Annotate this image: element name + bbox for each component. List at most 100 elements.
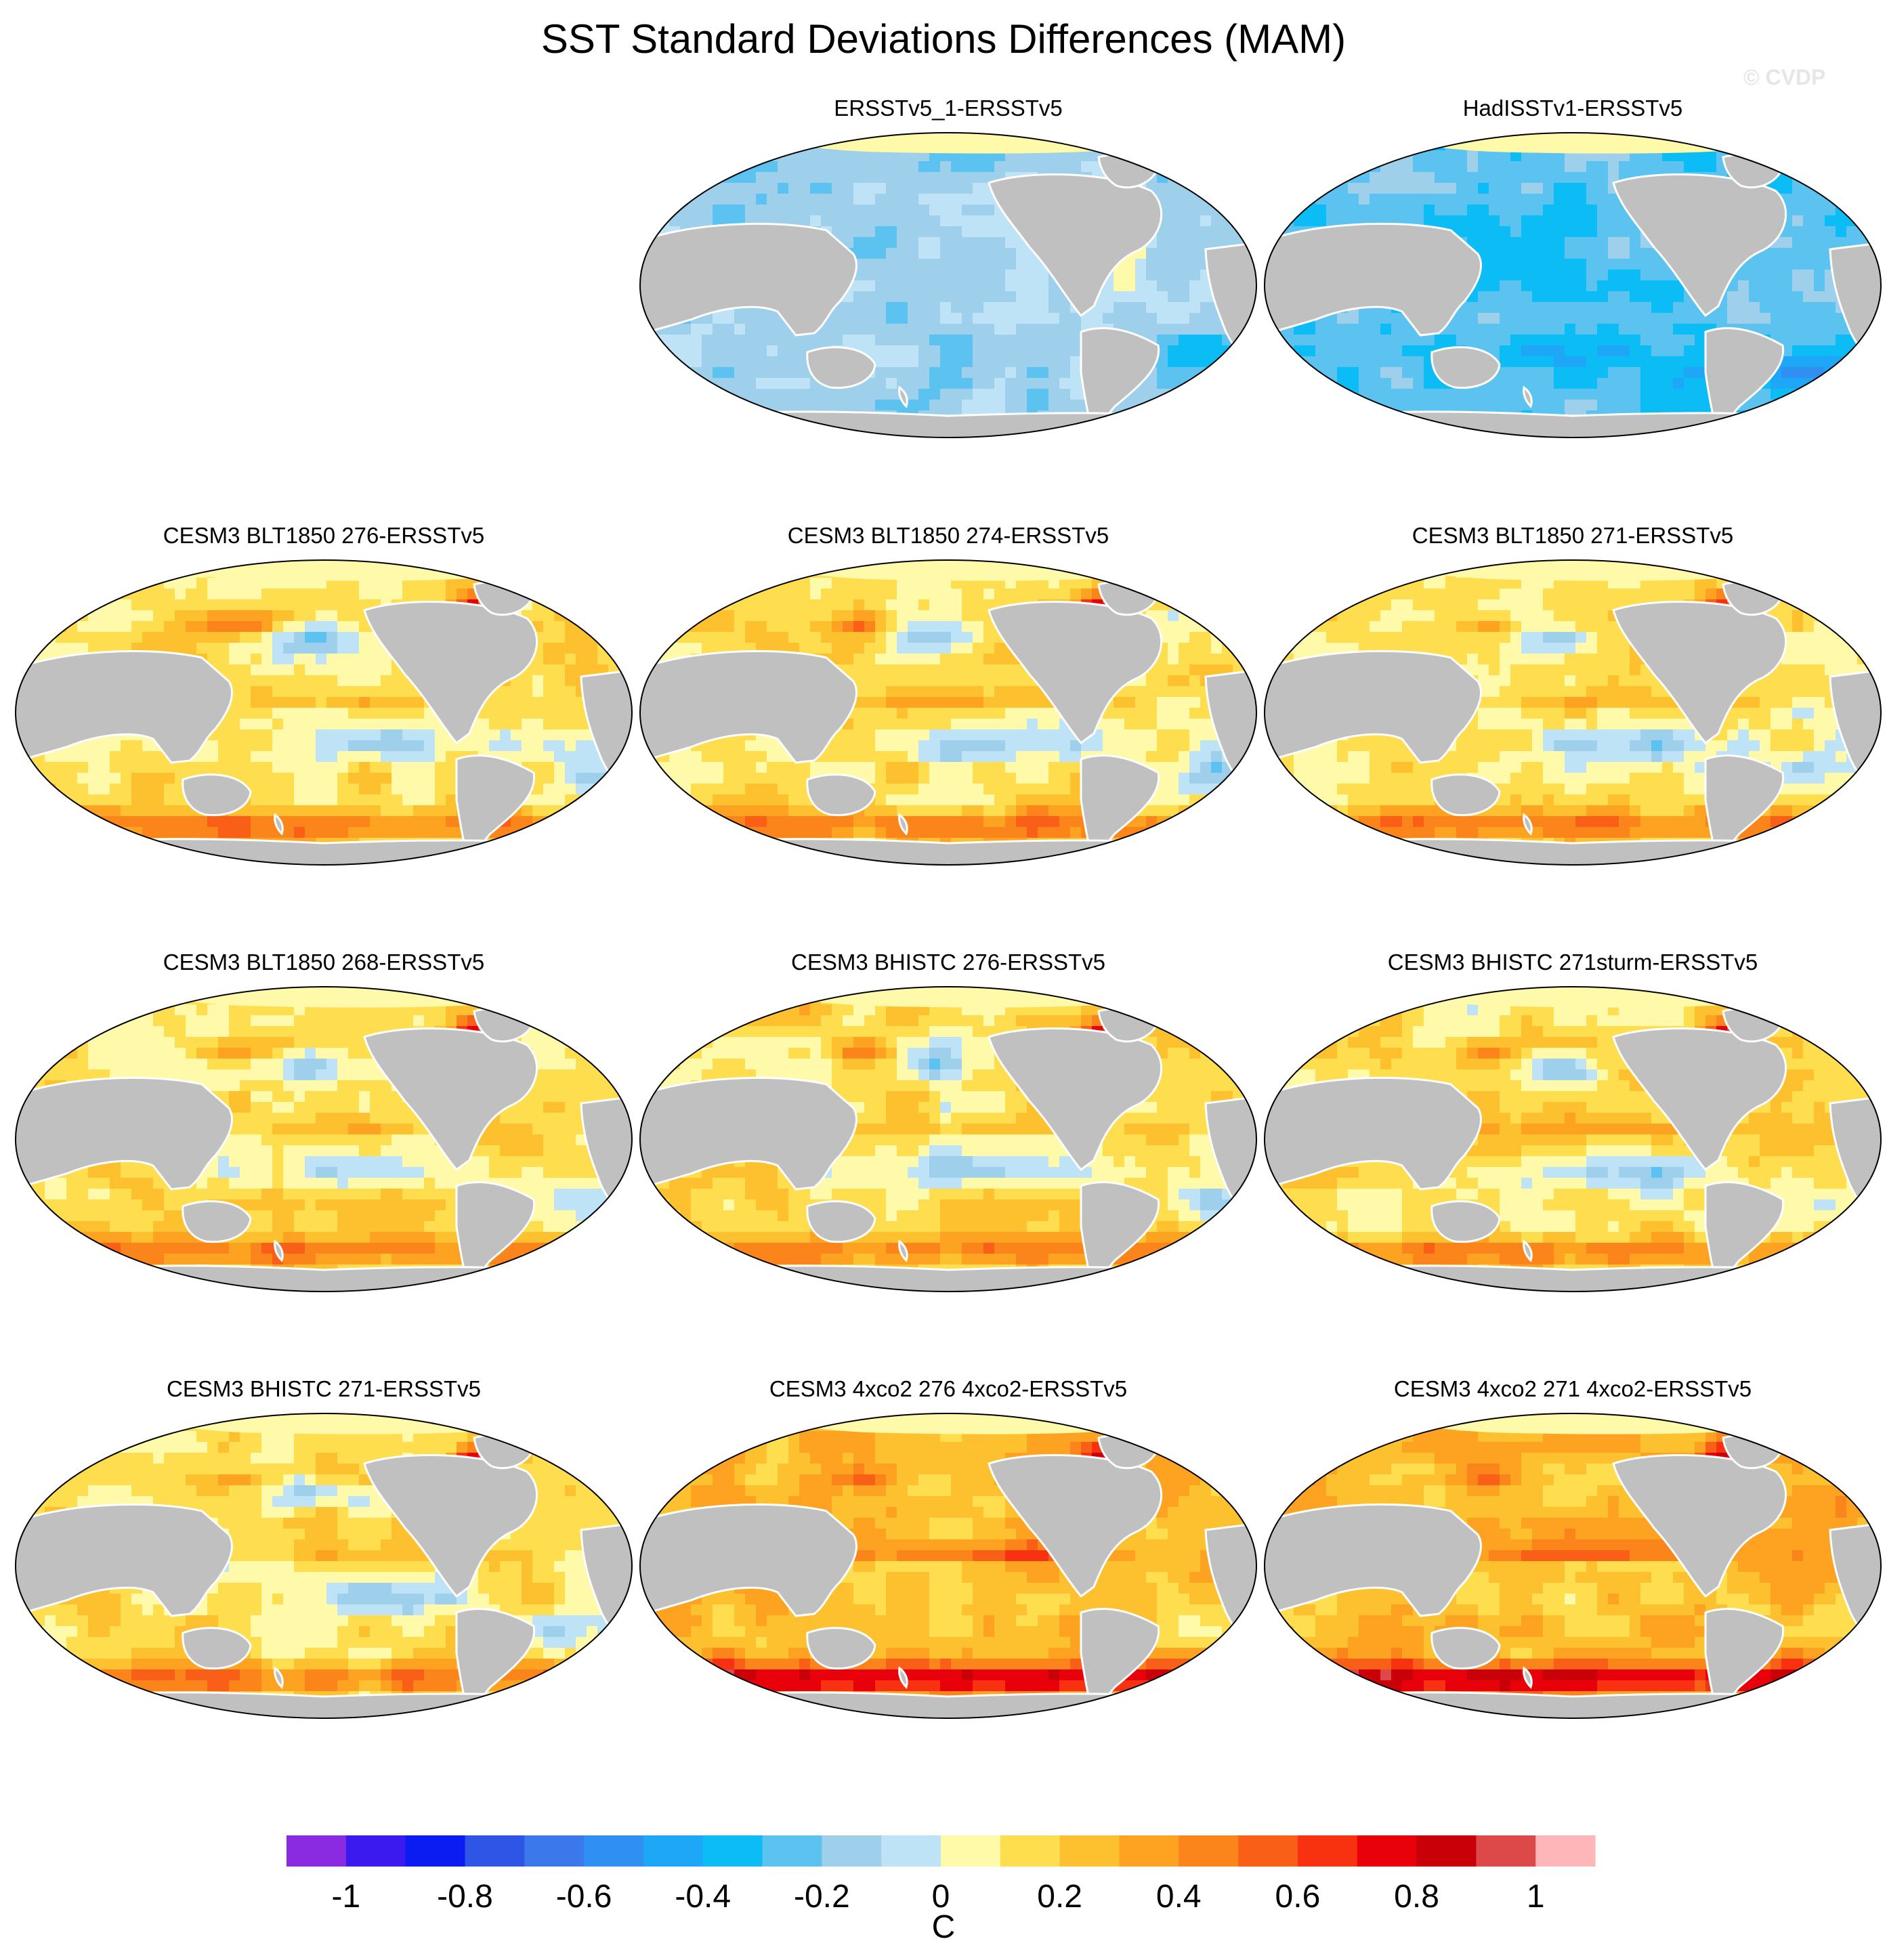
field-cell <box>1265 324 1273 335</box>
field-cell <box>110 599 121 611</box>
field-cell <box>1738 140 1750 151</box>
field-cell <box>16 599 24 611</box>
field-cell <box>1222 194 1233 205</box>
field-cell <box>951 183 962 194</box>
field-cell <box>424 827 436 838</box>
field-cell <box>153 610 165 622</box>
field-cell <box>1879 421 1881 433</box>
field-cell <box>316 675 327 687</box>
field-cell <box>294 675 305 687</box>
field-cell <box>1370 410 1381 422</box>
field-cell <box>587 805 598 817</box>
field-cell <box>272 686 284 698</box>
field-cell <box>713 133 724 140</box>
field-cell <box>402 708 414 719</box>
field-cell <box>1380 172 1392 184</box>
field-cell <box>1619 237 1630 249</box>
field-cell <box>756 183 767 194</box>
field-cell <box>897 335 908 346</box>
field-cell <box>1189 356 1201 368</box>
field-cell <box>1836 335 1847 346</box>
field-cell <box>1146 280 1158 292</box>
field-cell <box>1233 150 1244 162</box>
field-cell <box>1608 324 1619 335</box>
field-cell <box>908 248 919 259</box>
field-cell <box>1597 280 1609 292</box>
field-cell <box>864 335 876 346</box>
field-cell <box>1467 215 1479 227</box>
field-cell <box>1684 161 1695 173</box>
field-cell <box>864 302 876 314</box>
field-cell <box>1836 432 1847 438</box>
field-cell <box>370 675 381 687</box>
field-cell <box>402 794 414 806</box>
field-cell <box>608 560 620 568</box>
field-cell <box>908 237 919 249</box>
field-cell <box>359 621 370 633</box>
field-cell <box>532 794 544 806</box>
field-cell <box>1391 367 1403 379</box>
field-cell <box>1179 248 1190 259</box>
field-cell <box>413 578 425 589</box>
field-cell <box>23 621 35 633</box>
field-cell <box>565 632 576 643</box>
field-cell <box>630 664 632 676</box>
field-cell <box>261 578 273 589</box>
field-cell <box>1027 280 1038 292</box>
field-cell <box>1038 291 1049 303</box>
field-cell <box>587 762 598 773</box>
field-cell <box>994 280 1006 292</box>
field-cell <box>305 643 316 654</box>
field-cell <box>723 150 735 162</box>
field-cell <box>1543 226 1554 238</box>
field-cell <box>88 794 100 806</box>
field-cell <box>723 400 735 411</box>
field-cell <box>283 643 295 654</box>
field-cell <box>680 421 692 433</box>
field-cell <box>554 697 566 708</box>
field-cell <box>1619 378 1630 389</box>
field-cell <box>77 643 89 654</box>
field-cell <box>962 259 973 270</box>
field-cell <box>326 751 338 763</box>
field-cell <box>1146 270 1158 281</box>
field-cell <box>1640 335 1652 346</box>
field-cell <box>1016 270 1027 281</box>
field-cell <box>1771 432 1782 438</box>
field-cell <box>99 794 110 806</box>
field-cell <box>1265 194 1273 205</box>
field-cell <box>175 632 186 643</box>
field-cell <box>381 794 392 806</box>
field-cell <box>1283 378 1294 389</box>
field-cell <box>897 205 908 216</box>
field-cell <box>1233 194 1244 205</box>
field-cell <box>1467 183 1479 194</box>
field-cell <box>175 599 186 611</box>
field-cell <box>1803 345 1815 357</box>
field-cell <box>1608 356 1619 368</box>
field-cell <box>1608 248 1619 259</box>
field-cell <box>1597 313 1609 324</box>
field-cell <box>843 150 854 162</box>
field-cell <box>294 805 305 817</box>
field-cell <box>951 367 962 379</box>
field-cell <box>348 654 360 665</box>
field-cell <box>1771 378 1782 389</box>
field-cell <box>1424 389 1435 400</box>
field-cell <box>1857 400 1869 411</box>
field-cell <box>240 816 251 828</box>
field-cell <box>316 589 327 600</box>
field-cell <box>391 697 403 708</box>
field-cell <box>1294 324 1305 335</box>
field-cell <box>1554 335 1565 346</box>
field-cell <box>16 643 24 654</box>
field-cell <box>799 421 811 433</box>
field-cell <box>348 816 360 828</box>
field-cell <box>489 567 501 578</box>
field-cell <box>1868 389 1880 400</box>
field-cell <box>1326 140 1338 151</box>
field-cell <box>565 838 576 849</box>
field-cell <box>691 356 702 368</box>
field-cell <box>1543 215 1554 227</box>
field-cell <box>337 762 349 773</box>
